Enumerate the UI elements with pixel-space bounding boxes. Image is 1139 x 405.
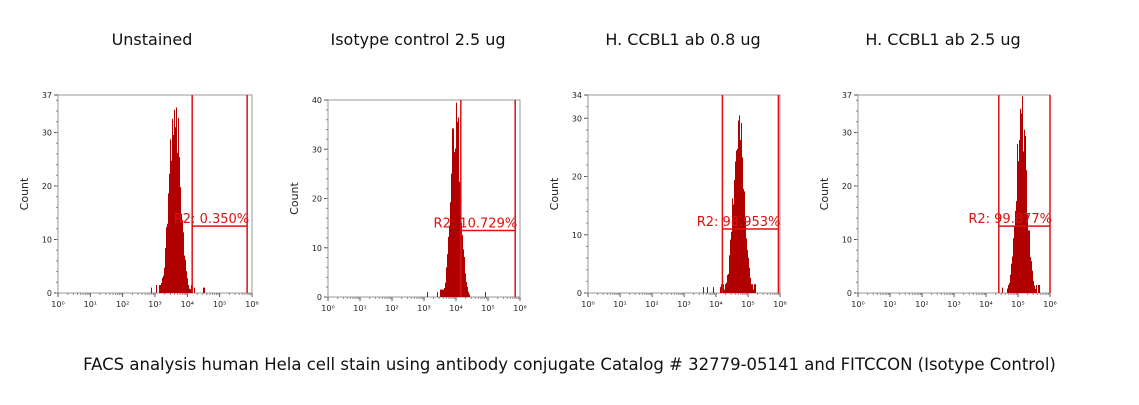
chart-title-4: H. CCBL1 ab 2.5 ug (865, 30, 1021, 49)
x-tick-label: 10⁶ (773, 300, 786, 309)
y-axis-label: Count (548, 177, 561, 210)
x-tick-label: 10² (645, 300, 658, 309)
x-tick-label: 10⁶ (513, 304, 526, 313)
x-tick-label: 10³ (947, 300, 960, 309)
y-tick-label: 0 (47, 289, 52, 298)
x-tick-label: 10⁵ (213, 300, 226, 309)
x-tick-label: 10² (385, 304, 398, 313)
y-tick-label: 10 (42, 235, 52, 244)
x-tick-label: 10³ (417, 304, 430, 313)
x-tick-label: 10¹ (353, 304, 366, 313)
x-tick-label: 10¹ (84, 300, 97, 309)
x-tick-label: 10¹ (883, 300, 896, 309)
y-tick-label: 20 (312, 195, 322, 204)
y-tick-label: 0 (847, 289, 852, 298)
chart-title-3: H. CCBL1 ab 0.8 ug (605, 30, 761, 49)
x-tick-label: 10⁰ (851, 300, 864, 309)
y-tick-label: 40 (312, 96, 322, 105)
y-tick-label: 20 (572, 173, 582, 182)
x-tick-label: 10⁴ (449, 304, 462, 313)
figure-caption: FACS analysis human Hela cell stain usin… (83, 355, 1056, 374)
x-tick-label: 10⁰ (581, 300, 594, 309)
y-tick-label: 10 (842, 235, 852, 244)
y-axis-label: Count (818, 177, 831, 210)
x-tick-label: 10² (116, 300, 129, 309)
y-tick-label: 30 (572, 114, 582, 123)
gate-label: R2: 98.953% (697, 215, 781, 230)
y-tick-label: 34 (572, 91, 582, 100)
x-tick-label: 10⁶ (245, 300, 258, 309)
x-tick-label: 10³ (677, 300, 690, 309)
chart-title-1: Unstained (111, 30, 193, 49)
y-tick-label: 30 (842, 128, 852, 137)
gate-label: R2: 0.350% (174, 212, 249, 227)
y-tick-label: 10 (572, 231, 582, 240)
y-tick-label: 20 (42, 182, 52, 191)
y-axis-label: Count (288, 181, 301, 214)
x-tick-label: 10⁰ (321, 304, 334, 313)
y-tick-label: 0 (317, 293, 322, 302)
y-tick-label: 10 (312, 244, 322, 253)
x-tick-label: 10⁰ (51, 300, 64, 309)
y-tick-label: 20 (842, 182, 852, 191)
y-tick-label: 30 (42, 128, 52, 137)
y-tick-label: 37 (842, 91, 852, 100)
x-tick-label: 10² (915, 300, 928, 309)
x-tick-label: 10¹ (613, 300, 626, 309)
y-tick-label: 0 (577, 289, 582, 298)
x-tick-label: 10⁴ (181, 300, 194, 309)
x-tick-label: 10⁵ (481, 304, 494, 313)
x-tick-label: 10⁶ (1043, 300, 1056, 309)
y-tick-label: 30 (312, 145, 322, 154)
gate-label: R2: 10.729% (434, 217, 518, 232)
y-axis-label: Count (18, 177, 31, 210)
x-tick-label: 10³ (148, 300, 161, 309)
x-tick-label: 10⁴ (979, 300, 992, 309)
chart-title-2: Isotype control 2.5 ug (330, 30, 506, 49)
x-tick-label: 10⁵ (741, 300, 754, 309)
y-tick-label: 37 (42, 91, 52, 100)
gate-label: R2: 99.877% (968, 212, 1052, 227)
x-tick-label: 10⁵ (1011, 300, 1024, 309)
x-tick-label: 10⁴ (709, 300, 722, 309)
